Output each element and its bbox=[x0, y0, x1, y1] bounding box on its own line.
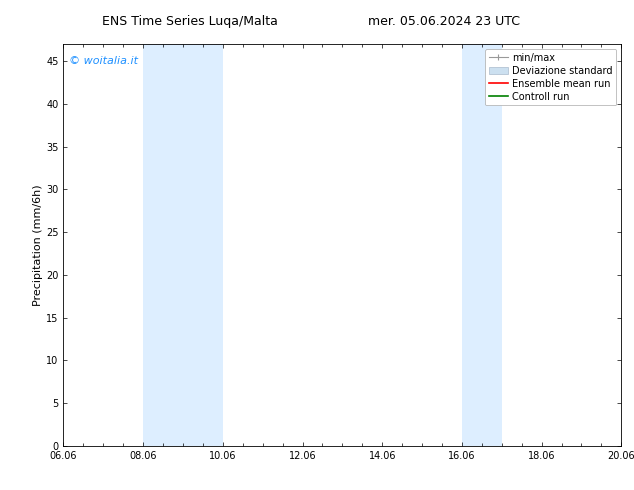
Legend: min/max, Deviazione standard, Ensemble mean run, Controll run: min/max, Deviazione standard, Ensemble m… bbox=[485, 49, 616, 105]
Text: © woitalia.it: © woitalia.it bbox=[69, 56, 138, 66]
Text: mer. 05.06.2024 23 UTC: mer. 05.06.2024 23 UTC bbox=[368, 15, 520, 28]
Y-axis label: Precipitation (mm/6h): Precipitation (mm/6h) bbox=[33, 184, 43, 306]
Bar bbox=[462, 44, 501, 446]
Text: ENS Time Series Luqa/Malta: ENS Time Series Luqa/Malta bbox=[102, 15, 278, 28]
Bar bbox=[143, 44, 223, 446]
